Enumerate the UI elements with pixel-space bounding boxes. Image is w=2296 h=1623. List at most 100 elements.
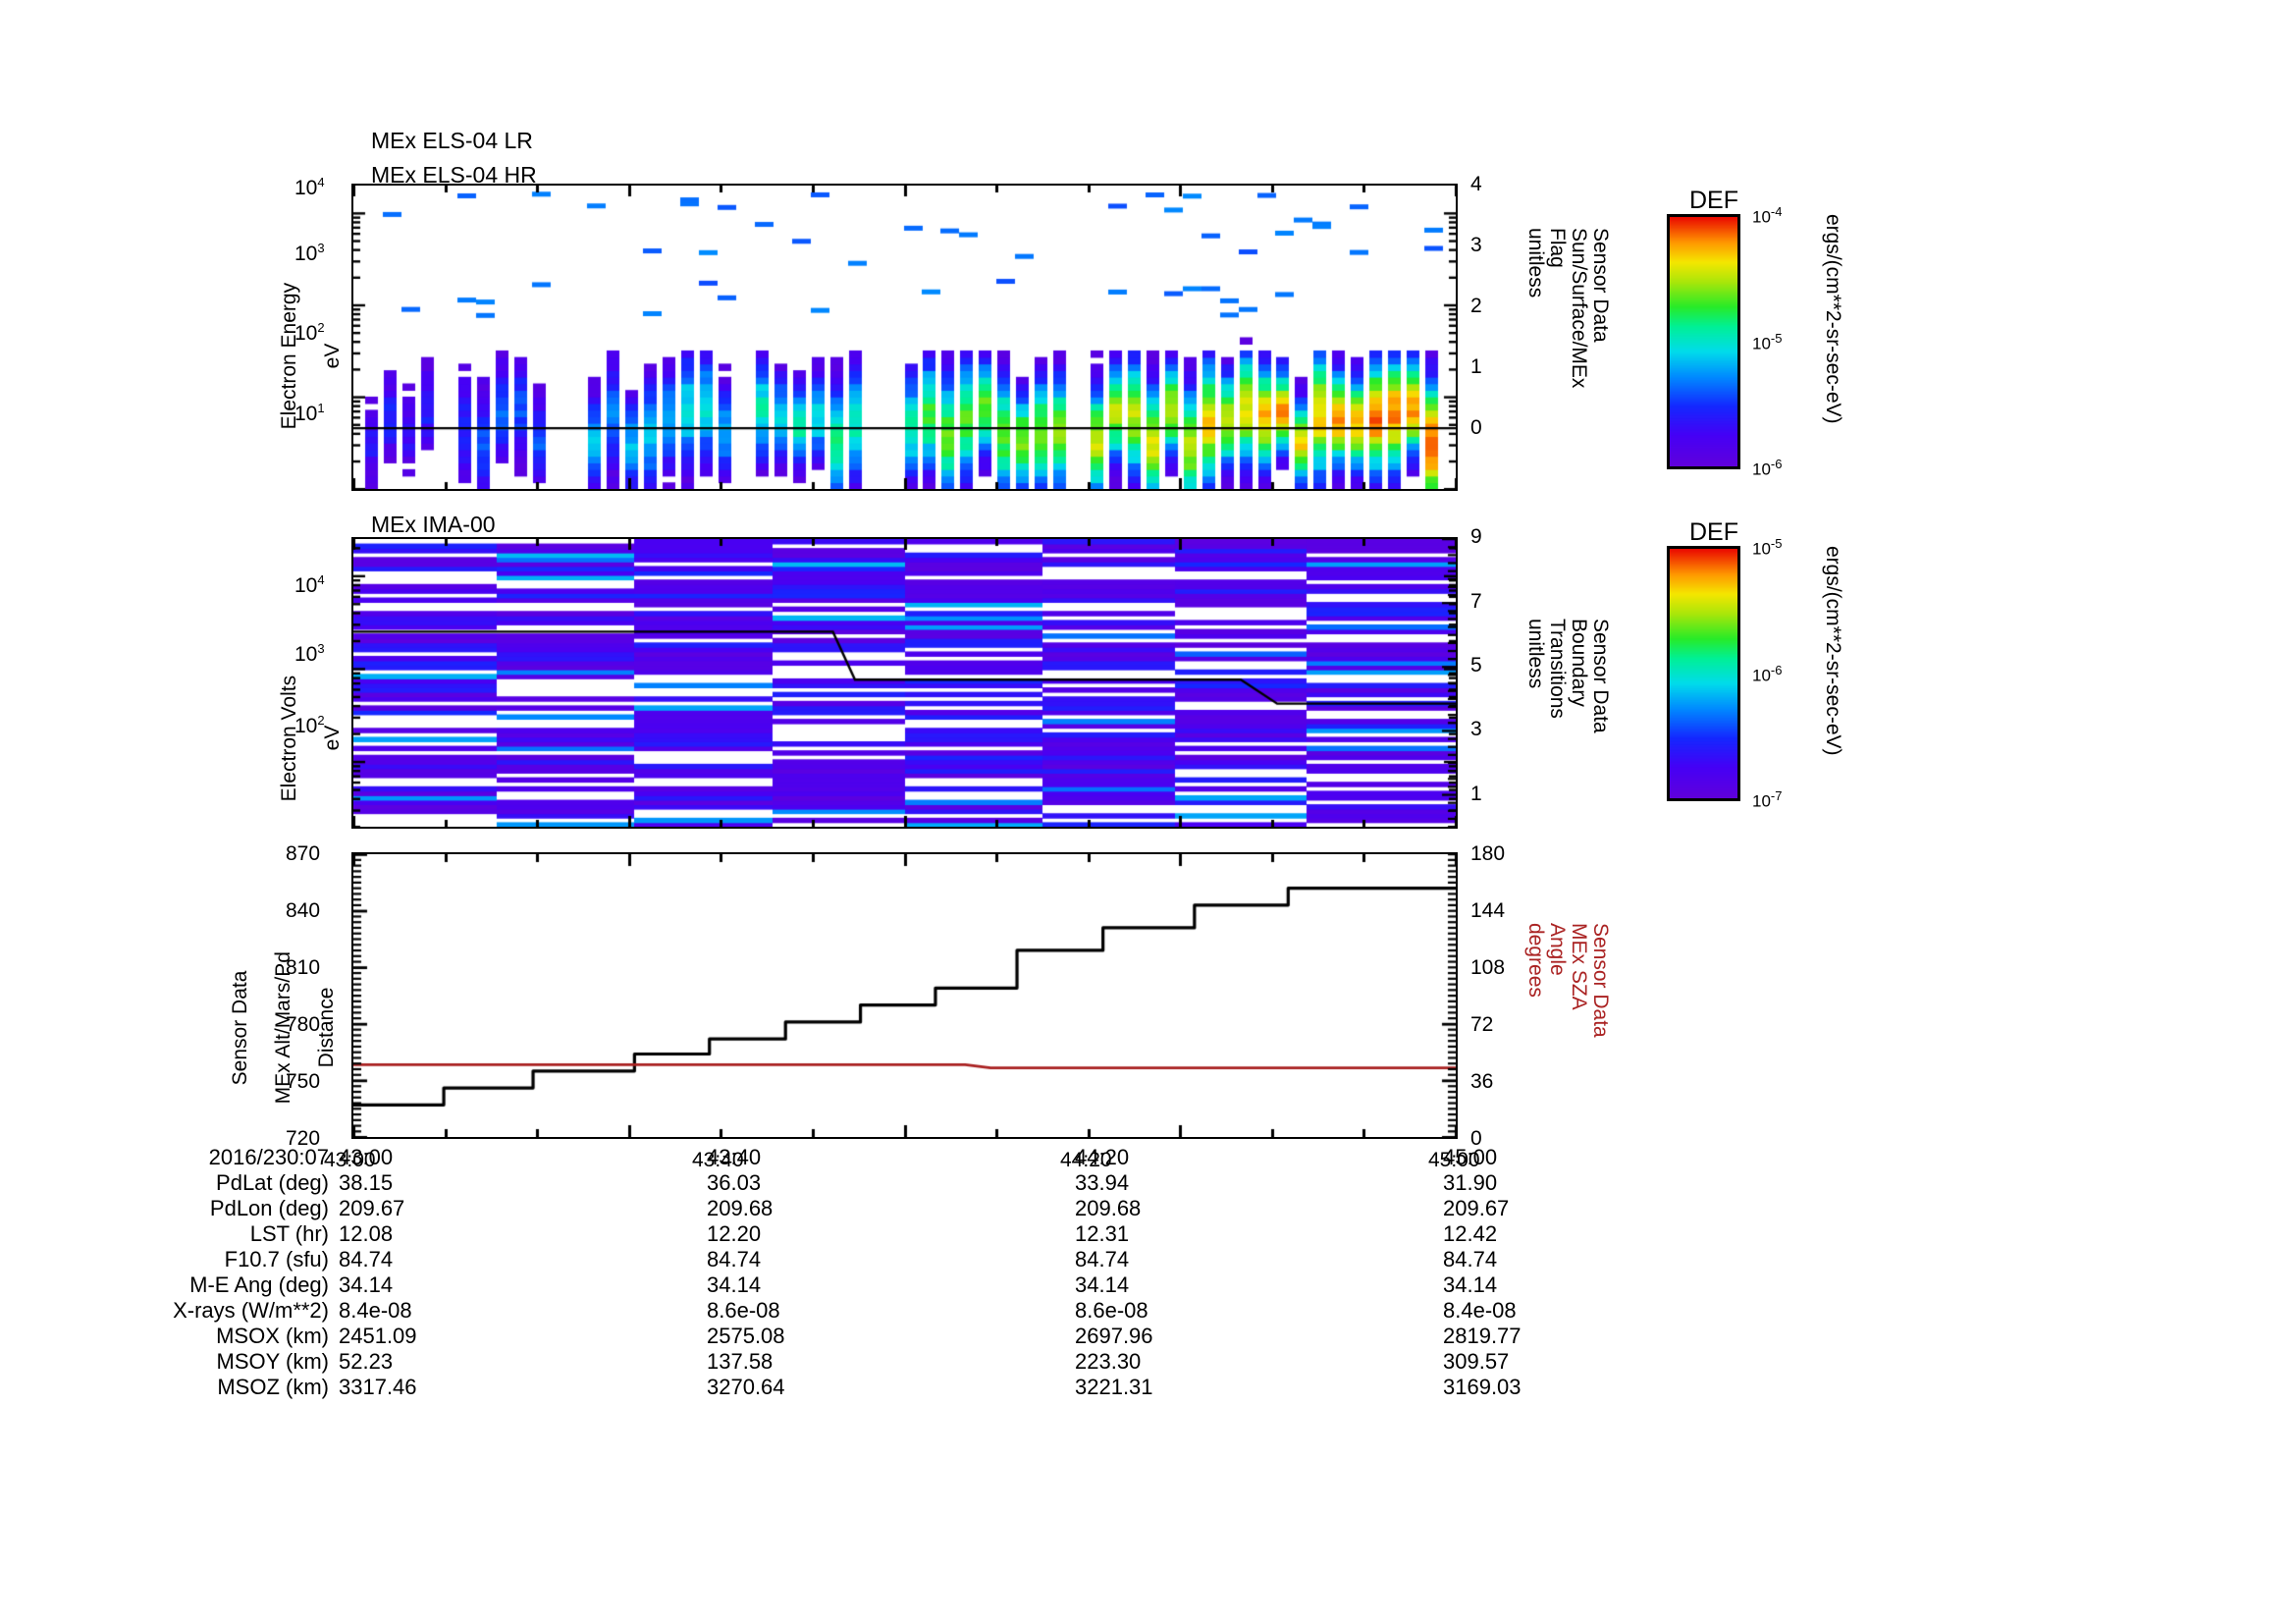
table-cell: 12.31 [1075, 1221, 1130, 1246]
table-cell: 44:20 [1075, 1145, 1130, 1169]
panel-ima-right-tick-5: 5 [1470, 654, 1482, 676]
colorbar2-title: DEF [1689, 518, 1738, 546]
panel-els-right-tick-2: 2 [1470, 295, 1482, 317]
table-row-label: MSOZ (km) [217, 1375, 329, 1399]
panel-ima-right-axis-label: Sensor Data Boundary Transitions unitless [1524, 619, 1613, 733]
colorbar1-tick-top: 10-4 [1752, 204, 1783, 227]
colorbar1[interactable] [1667, 214, 1740, 469]
colorbar1-unit-label: ergs/(cm**2-sr-sec-eV) [1822, 214, 1845, 424]
table-cell: 43:00 [339, 1145, 394, 1169]
panel-alt-right-tick-180: 180 [1470, 842, 1506, 865]
panel-els-right-tick-4: 4 [1470, 173, 1482, 195]
panel-alt-right-tick-72: 72 [1470, 1013, 1494, 1036]
table-cell: 8.6e-08 [707, 1298, 780, 1323]
table-cell: 34.14 [1075, 1272, 1130, 1297]
panel-els-ytick-1e3: 103 [294, 241, 325, 266]
panel-ima-ytick-1e4: 104 [294, 572, 325, 597]
colorbar1-gradient [1670, 217, 1737, 466]
table-cell: 2575.08 [707, 1324, 785, 1348]
table-cell: 8.6e-08 [1075, 1298, 1148, 1323]
table-cell: 84.74 [1443, 1247, 1498, 1271]
table-row: PdLon (deg) 209.67 209.68 209.68 209.67 [147, 1196, 1522, 1221]
table-cell: 209.67 [339, 1196, 405, 1220]
table-row-label: 2016/230:07 [208, 1145, 329, 1169]
panel-alt-right-tick-0: 0 [1470, 1127, 1482, 1150]
panel-els-right-tick-0: 0 [1470, 416, 1482, 439]
table-cell: 84.74 [707, 1247, 762, 1271]
tick-exponent: 1 [317, 401, 325, 415]
panel-alt-right-tick-108: 108 [1470, 956, 1506, 979]
tick-mantissa: 10 [294, 403, 318, 425]
table-cell: 209.68 [707, 1196, 774, 1220]
table-cell: 84.74 [1075, 1247, 1130, 1271]
colorbar2-tick-top: 10-5 [1752, 536, 1783, 559]
table-row: MSOY (km) 52.23 137.58 223.30 309.57 [147, 1349, 1522, 1375]
table-cell: 36.03 [707, 1170, 762, 1195]
panel-alt-right-tick-36: 36 [1470, 1070, 1494, 1093]
panel-els-title-lr: MEx ELS-04 LR [371, 128, 533, 153]
table-row: F10.7 (sfu) 84.74 84.74 84.74 84.74 [147, 1247, 1522, 1272]
table-row-label: MSOX (km) [216, 1324, 329, 1348]
table-cell: 2451.09 [339, 1324, 417, 1348]
panel-els-right-axis-label: Sensor Data Sun/Surface/MEx Flag unitless [1524, 228, 1613, 389]
table-cell: 3169.03 [1443, 1375, 1522, 1399]
panel-alt-right-tick-144: 144 [1470, 899, 1506, 922]
table-cell: 309.57 [1443, 1349, 1510, 1374]
table-cell: 43:40 [707, 1145, 762, 1169]
table-cell: 209.67 [1443, 1196, 1510, 1220]
panel-els-ytick-1e4: 104 [294, 175, 325, 200]
panel-els-title-hr: MEx ELS-04 HR [371, 162, 537, 188]
panel-els-canvas [353, 186, 1456, 489]
panel-ima-plot-area[interactable] [351, 537, 1458, 829]
tick-mantissa: 10 [294, 177, 318, 199]
tick-exponent: 4 [317, 175, 325, 189]
table-row: MSOX (km) 2451.09 2575.08 2697.96 2819.77 [147, 1324, 1522, 1349]
panel-ima-right-tick-1: 1 [1470, 783, 1482, 805]
panel-ima-right-tick-3: 3 [1470, 718, 1482, 740]
panel-alt-ytick-750: 750 [286, 1070, 321, 1093]
table-row: M-E Ang (deg) 34.14 34.14 34.14 34.14 [147, 1272, 1522, 1298]
colorbar2[interactable] [1667, 546, 1740, 801]
colorbar1-tick-bot: 10-6 [1752, 457, 1783, 479]
xtick-label-1: 43:40 [692, 1149, 744, 1171]
panel-els-ytick-1e2: 102 [294, 320, 325, 346]
table-cell: 34.14 [707, 1272, 762, 1297]
panel-ima-right-tick-9: 9 [1470, 525, 1482, 548]
table-row-label: MSOY (km) [216, 1349, 329, 1374]
table-cell: 2819.77 [1443, 1324, 1522, 1348]
table-cell: 8.4e-08 [339, 1298, 412, 1323]
table-cell: 137.58 [707, 1349, 774, 1374]
panel-ima-right-tick-7: 7 [1470, 590, 1482, 613]
ephemeris-table: 2016/230:07 43:00 43:40 44:20 45:00 PdLat (de… [147, 1145, 1522, 1400]
panel-ima-y-axis-label: Electron Volts eV [278, 675, 345, 801]
panel-els-y-label-line2: eV [321, 343, 345, 369]
xtick-label-3: 45:00 [1428, 1149, 1480, 1171]
tick-exponent: 3 [317, 241, 325, 255]
panel-ima-ytick-1e2: 102 [294, 713, 325, 737]
panel-ima-title: MEx IMA-00 [371, 512, 496, 537]
xtick-label-2: 44:20 [1060, 1149, 1112, 1171]
colorbar1-title: DEF [1689, 187, 1738, 214]
panel-els-plot-area[interactable] [351, 184, 1458, 491]
xtick-label-0: 43:00 [324, 1149, 376, 1171]
colorbar2-tick-bot: 10-7 [1752, 788, 1783, 811]
tick-mantissa: 10 [294, 322, 318, 345]
colorbar2-gradient [1670, 549, 1737, 798]
table-row-label: LST (hr) [249, 1221, 329, 1246]
table-row: MSOZ (km) 3317.46 3270.64 3221.31 3169.03 [147, 1375, 1522, 1400]
table-cell: 84.74 [339, 1247, 394, 1271]
table-row-label: M-E Ang (deg) [189, 1272, 329, 1297]
table-cell: 3317.46 [339, 1375, 417, 1399]
panel-ima-ytick-1e3: 103 [294, 641, 325, 666]
panel-alt-ytick-720: 720 [286, 1127, 321, 1150]
panel-alt-ytick-870: 870 [286, 842, 321, 865]
table-cell: 223.30 [1075, 1349, 1142, 1374]
panel-els-titles: MEx ELS-04 LR MEx ELS-04 HR [371, 128, 537, 189]
table-cell: 8.4e-08 [1443, 1298, 1517, 1323]
panel-els-right-tick-3: 3 [1470, 234, 1482, 256]
table-cell: 38.15 [339, 1170, 394, 1195]
panel-alt-plot-area[interactable] [351, 852, 1458, 1139]
colorbar1-tick-mid: 10-5 [1752, 331, 1783, 353]
table-row-label: X-rays (W/m**2) [173, 1298, 329, 1323]
table-cell: 31.90 [1443, 1170, 1498, 1195]
